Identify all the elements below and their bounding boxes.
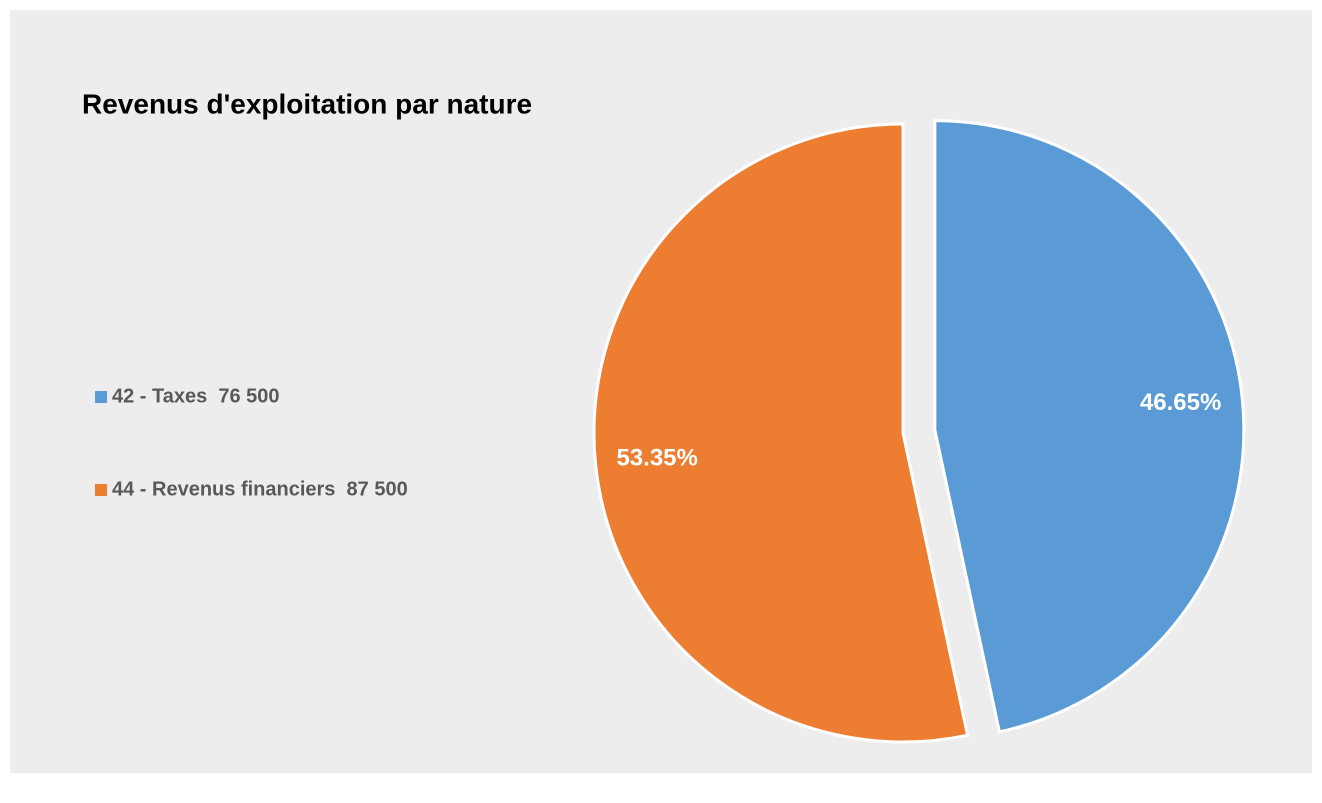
legend-label: 44 - Revenus financiers 87 500 (112, 478, 408, 500)
pie-slice (592, 122, 970, 744)
legend-label: 42 - Taxes 76 500 (112, 385, 280, 407)
data-label: 46.65% (1140, 389, 1221, 416)
legend-swatch (95, 484, 107, 496)
chart-title: Revenus d'exploitation par nature (82, 88, 532, 119)
data-label: 53.35% (616, 444, 697, 471)
legend-swatch (95, 391, 107, 403)
pie-slice (933, 119, 1246, 734)
